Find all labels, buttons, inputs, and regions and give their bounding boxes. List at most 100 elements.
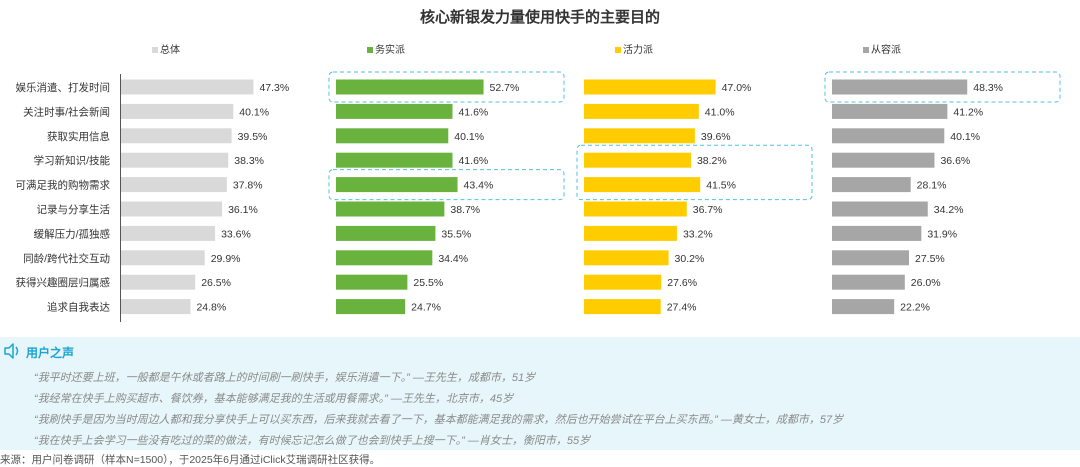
data-label: 41.0% [705, 106, 735, 118]
category-label: 记录与分享生活 [37, 203, 111, 216]
data-label: 27.4% [667, 302, 697, 314]
highlight-box [824, 71, 1061, 103]
data-label: 35.5% [441, 228, 471, 240]
category-label: 学习新知识/技能 [34, 154, 111, 167]
data-label: 41.6% [458, 155, 488, 167]
data-label: 40.1% [239, 106, 269, 118]
bar [121, 152, 229, 168]
bar [832, 225, 922, 241]
data-label: 41.5% [706, 180, 736, 192]
highlight-box [328, 71, 565, 103]
data-label: 40.1% [950, 131, 980, 143]
bar [584, 177, 701, 193]
data-label: 40.1% [454, 131, 484, 143]
data-label: 24.8% [196, 302, 226, 314]
bar [336, 299, 406, 315]
data-label: 34.4% [438, 253, 468, 265]
speaker-icon [4, 343, 19, 359]
user-quote: “我经常在快手上购买超市、餐饮券，基本能够满足我的生活或用餐需求。” —王先生，… [34, 393, 514, 405]
data-label: 22.2% [900, 302, 930, 314]
category-label: 同龄/跨代社交互动 [23, 252, 110, 265]
highlight-box [328, 169, 565, 201]
data-label: 38.2% [697, 155, 727, 167]
data-label: 47.0% [722, 82, 752, 94]
bar [832, 177, 911, 193]
bar [336, 250, 433, 266]
user-quote: “我平时还要上班，一般都是午休或者路上的时间刷一刷快手，娱乐消遣一下。” —王先… [34, 372, 536, 384]
data-label: 39.5% [238, 131, 268, 143]
legend-swatch [152, 47, 158, 53]
data-label: 28.1% [917, 180, 947, 192]
data-label: 26.5% [201, 277, 231, 289]
category-label: 获得兴趣圈层归属感 [16, 276, 111, 289]
data-label: 39.6% [701, 131, 731, 143]
bar [121, 201, 223, 217]
bar [584, 152, 691, 168]
bar [832, 79, 968, 95]
data-label: 27.5% [915, 253, 945, 265]
bar [336, 103, 453, 119]
data-label: 38.3% [234, 155, 264, 167]
bar [832, 274, 905, 290]
bar [832, 103, 948, 119]
data-label: 24.7% [411, 302, 441, 314]
bar [336, 225, 436, 241]
category-label: 追求自我表达 [47, 301, 110, 314]
data-label: 33.2% [683, 228, 713, 240]
data-label: 33.6% [221, 228, 251, 240]
bar [832, 152, 935, 168]
bar [121, 79, 254, 95]
bar [832, 201, 928, 217]
bar [584, 250, 669, 266]
bar [584, 225, 677, 241]
data-label: 25.5% [413, 277, 443, 289]
bar [336, 177, 458, 193]
category-label: 可满足我的购物需求 [16, 179, 111, 192]
bar [336, 152, 453, 168]
bar [832, 299, 895, 315]
bar [832, 128, 945, 144]
bar [584, 201, 687, 217]
data-label: 34.2% [934, 204, 964, 216]
legend-swatch [863, 47, 869, 53]
category-label: 获取实用信息 [47, 130, 110, 143]
legend-label: 总体 [160, 43, 180, 56]
bar [832, 250, 909, 266]
data-label: 38.7% [450, 204, 480, 216]
bar [584, 299, 661, 315]
user-quote: “我在快手上会学习一些没有吃过的菜的做法，有时候忘记怎么做了也会到快手上搜一下。… [34, 435, 591, 447]
data-label: 47.3% [259, 82, 289, 94]
data-label: 37.8% [233, 180, 263, 192]
legend-label: 务实派 [375, 43, 405, 56]
category-label: 关注时事/社会新闻 [23, 105, 110, 118]
user-quote: “我刷快手是因为当时周边人都和我分享快手上可以买东西，后来我就去看了一下，基本都… [34, 414, 844, 426]
bar [336, 201, 445, 217]
bar [584, 128, 695, 144]
legend-label: 活力派 [623, 43, 653, 56]
data-label: 52.7% [490, 82, 520, 94]
bar [121, 103, 234, 119]
bar [584, 103, 699, 119]
bar [121, 274, 196, 290]
bar [336, 79, 484, 95]
data-label: 41.6% [458, 106, 488, 118]
bar-chart: 娱乐消遣、打发时间关注时事/社会新闻获取实用信息学习新知识/技能可满足我的购物需… [16, 43, 1061, 322]
bar [121, 128, 232, 144]
bar [584, 274, 662, 290]
data-label: 48.3% [973, 82, 1003, 94]
highlight-box [576, 144, 813, 201]
legend-swatch [615, 47, 621, 53]
bar [336, 274, 408, 290]
data-label: 31.9% [927, 228, 957, 240]
user-voice-panel: 用户之声 “我平时还要上班，一般都是午休或者路上的时间刷一刷快手，娱乐消遣一下。… [0, 337, 1080, 450]
data-label: 29.9% [211, 253, 241, 265]
category-label: 缓解压力/孤独感 [34, 227, 111, 240]
bar [584, 79, 716, 95]
data-label: 43.4% [464, 180, 494, 192]
data-label: 26.0% [911, 277, 941, 289]
user-voice-title: 用户之声 [26, 346, 75, 360]
source-note: 来源：用户问卷调研（样本N=1500），于2025年6月通过iClick艾瑞调研… [0, 454, 381, 466]
data-label: 27.6% [667, 277, 697, 289]
data-label: 36.7% [693, 204, 723, 216]
category-label: 娱乐消遣、打发时间 [16, 81, 111, 94]
